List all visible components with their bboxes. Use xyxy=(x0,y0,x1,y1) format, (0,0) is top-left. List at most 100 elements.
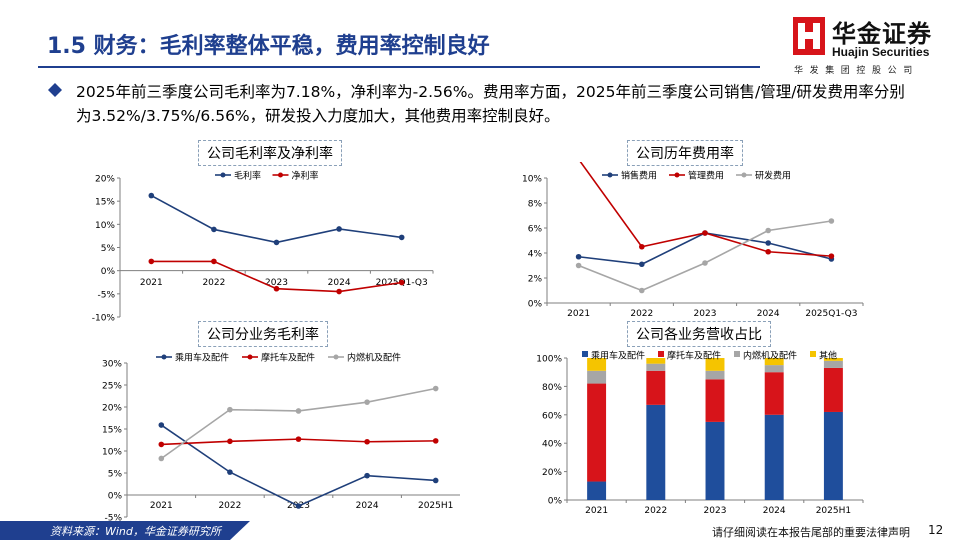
chart-segment-margin: -5%0%5%10%15%20%25%30%202120222023202420… xyxy=(102,352,460,522)
series-line xyxy=(150,194,402,244)
diamond-bullet-icon xyxy=(48,83,62,97)
data-point xyxy=(575,253,582,260)
legend-label: 研发费用 xyxy=(755,170,791,182)
legend-marker xyxy=(674,172,680,178)
logo-name-cn: 华金证券 xyxy=(832,20,932,48)
x-tick-label: 2025H1 xyxy=(418,501,453,511)
data-point xyxy=(432,385,439,392)
bar-segment xyxy=(764,358,784,366)
x-tick-label: 2024 xyxy=(757,309,780,319)
x-tick-label: 2022 xyxy=(630,309,653,319)
data-point xyxy=(364,438,370,445)
legend-label: 乘用车及配件 xyxy=(591,350,645,362)
data-point xyxy=(765,240,771,246)
legend-marker xyxy=(161,354,167,360)
chart-title-expense: 公司历年费用率 xyxy=(627,140,743,166)
legend-label: 管理费用 xyxy=(688,170,724,182)
y-tick-label: 30% xyxy=(102,360,122,370)
y-tick-label: 40% xyxy=(542,440,562,450)
legend-marker xyxy=(247,354,253,360)
data-point xyxy=(336,226,342,232)
title-divider xyxy=(38,66,760,68)
y-tick-label: 20% xyxy=(542,468,562,478)
x-tick-label: 2023 xyxy=(265,278,288,288)
bar-segment xyxy=(764,414,784,500)
logo-mark-icon xyxy=(793,17,825,55)
bar-segment xyxy=(705,421,725,500)
bar-segment xyxy=(705,379,725,422)
data-point xyxy=(639,243,645,250)
footer: 资料来源：Wind，华金证券研究所 请仔细阅读在本报告尾部的重要法律声明 12 xyxy=(0,521,960,540)
y-tick-label: 2% xyxy=(528,275,543,285)
legend-marker xyxy=(741,172,747,178)
logo-name-en: Huajin Securities xyxy=(832,45,930,59)
x-tick-label: 2021 xyxy=(585,506,608,516)
data-point xyxy=(432,438,439,444)
page-number: 12 xyxy=(928,523,944,537)
bar-segment xyxy=(764,372,784,415)
footer-band xyxy=(0,521,250,540)
data-point xyxy=(295,503,302,509)
bar-segment xyxy=(587,358,607,371)
chart-revenue-mix: 0% 20% 40% 60% 80% 100% 2021 2022 2023 2024 2025H1… xyxy=(536,350,864,516)
x-tick-label: 2022 xyxy=(202,278,225,288)
data-point xyxy=(227,406,233,413)
y-tick-label: 15% xyxy=(102,426,122,436)
x-tick-label: 2024 xyxy=(763,506,786,516)
bar-segment xyxy=(646,370,666,405)
x-tick-label: 2023 xyxy=(694,309,717,319)
data-point xyxy=(575,262,582,269)
y-tick-label: 10% xyxy=(95,221,115,231)
data-point xyxy=(765,248,771,255)
chart-title-margin: 公司毛利率及净利率 xyxy=(198,140,342,166)
data-point xyxy=(273,239,280,246)
data-point xyxy=(211,258,217,265)
data-point xyxy=(295,408,302,414)
bar-segment xyxy=(823,411,843,500)
bar-segment xyxy=(646,358,666,364)
legend-swatch xyxy=(582,351,588,357)
x-tick-label: 2023 xyxy=(704,506,727,516)
data-point xyxy=(702,260,708,266)
series-line xyxy=(578,232,832,266)
x-tick-label: 2021 xyxy=(150,501,173,511)
legend-label: 毛利率 xyxy=(234,170,261,182)
data-point xyxy=(148,258,155,265)
data-point xyxy=(211,226,217,233)
data-source: 资料来源：Wind，华金证券研究所 xyxy=(50,525,221,538)
legend-swatch xyxy=(658,351,664,357)
y-tick-label: 15% xyxy=(95,198,115,208)
series-line xyxy=(160,387,436,460)
data-point xyxy=(432,477,439,484)
y-tick-label: 5% xyxy=(108,470,123,480)
data-point xyxy=(828,218,835,224)
y-tick-label: 80% xyxy=(542,383,562,393)
data-point xyxy=(639,261,645,268)
legend-marker xyxy=(333,354,339,360)
x-tick-label: 2022 xyxy=(644,506,667,516)
legend-label: 销售费用 xyxy=(621,170,657,182)
data-point xyxy=(398,234,405,241)
logo-subtitle: 华发集团控股公司 xyxy=(794,66,919,76)
y-tick-label: 4% xyxy=(528,250,543,260)
x-tick-label: 2025Q1-Q3 xyxy=(805,309,857,319)
company-logo: 华金证券 Huajin Securities 华发集团控股公司 xyxy=(790,14,950,76)
x-tick-label: 2025H1 xyxy=(816,506,851,516)
y-tick-label: 10% xyxy=(522,175,542,185)
y-tick-label: -5% xyxy=(104,514,122,522)
x-tick-label: 2024 xyxy=(328,278,351,288)
bar-segment xyxy=(823,360,843,368)
y-tick-label: 5% xyxy=(101,244,116,254)
legend-label: 摩托车及配件 xyxy=(261,352,315,364)
bar-segment xyxy=(646,363,666,371)
chart-expense: 0% 2% 4% 6% 8% 10% 2021 2022 2023 2024 2025Q1-Q3 销售… xyxy=(522,162,864,319)
data-point xyxy=(398,279,405,286)
data-point xyxy=(702,230,708,236)
y-tick-label: 0% xyxy=(548,497,563,507)
data-point xyxy=(227,469,233,475)
bar-segment xyxy=(823,367,843,412)
data-point xyxy=(639,287,645,294)
bar-segment xyxy=(587,481,607,500)
data-point xyxy=(273,285,280,292)
